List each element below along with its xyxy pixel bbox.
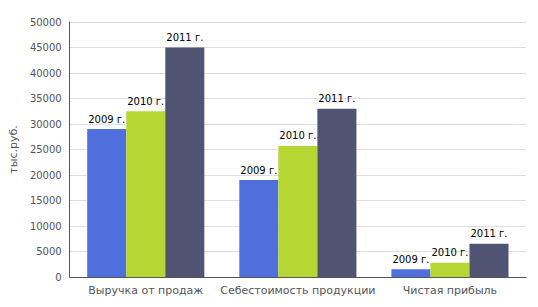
svg-text:25000: 25000 [30,144,62,155]
svg-text:тыс.руб.: тыс.руб. [7,125,20,173]
svg-text:10000: 10000 [30,221,62,232]
svg-text:45000: 45000 [30,42,62,53]
svg-text:20000: 20000 [30,170,62,181]
svg-text:35000: 35000 [30,93,62,104]
svg-text:Чистая прибыль: Чистая прибыль [403,284,497,297]
svg-text:0: 0 [55,272,61,283]
svg-text:2011 г.: 2011 г. [318,93,355,104]
svg-text:2009 г.: 2009 г. [392,254,429,265]
svg-text:2010 г.: 2010 г. [127,96,164,107]
svg-text:2010 г.: 2010 г. [431,247,468,258]
svg-text:15000: 15000 [30,195,62,206]
svg-text:5000: 5000 [36,246,61,257]
svg-text:2009 г.: 2009 г. [88,114,125,125]
svg-text:2010 г.: 2010 г. [279,130,316,141]
svg-text:50000: 50000 [30,17,62,28]
svg-text:Себестоимость продукции: Себестоимость продукции [220,284,375,297]
svg-text:2011 г.: 2011 г. [470,228,507,239]
svg-text:Выручка от продаж: Выручка от продаж [88,284,203,297]
svg-text:2009 г.: 2009 г. [240,165,277,176]
svg-text:30000: 30000 [30,119,62,130]
svg-text:40000: 40000 [30,68,62,79]
svg-text:2011 г.: 2011 г. [166,32,203,43]
